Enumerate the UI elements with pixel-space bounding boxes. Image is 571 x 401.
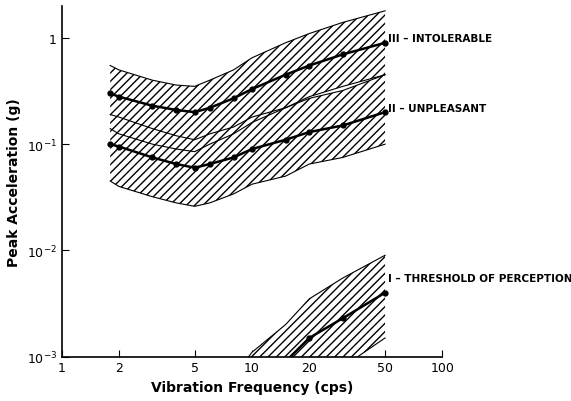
Text: III – INTOLERABLE: III – INTOLERABLE xyxy=(388,34,492,44)
X-axis label: Vibration Frequency (cps): Vibration Frequency (cps) xyxy=(151,380,353,394)
Text: II – UNPLEASANT: II – UNPLEASANT xyxy=(388,103,486,113)
Y-axis label: Peak Acceleration (g): Peak Acceleration (g) xyxy=(7,98,21,266)
Text: I – THRESHOLD OF PERCEPTION: I – THRESHOLD OF PERCEPTION xyxy=(388,273,571,283)
